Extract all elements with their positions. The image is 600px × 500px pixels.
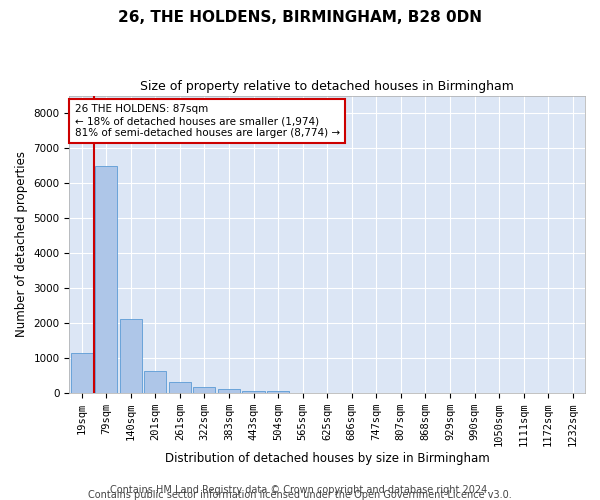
Bar bbox=[242, 391, 265, 393]
Bar bbox=[120, 320, 142, 393]
Text: 26 THE HOLDENS: 87sqm
← 18% of detached houses are smaller (1,974)
81% of semi-d: 26 THE HOLDENS: 87sqm ← 18% of detached … bbox=[74, 104, 340, 138]
Title: Size of property relative to detached houses in Birmingham: Size of property relative to detached ho… bbox=[140, 80, 514, 93]
Bar bbox=[71, 352, 93, 393]
Text: Contains HM Land Registry data © Crown copyright and database right 2024.: Contains HM Land Registry data © Crown c… bbox=[110, 485, 490, 495]
Bar bbox=[193, 387, 215, 393]
Text: Contains public sector information licensed under the Open Government Licence v3: Contains public sector information licen… bbox=[88, 490, 512, 500]
Bar bbox=[144, 372, 166, 393]
Text: 26, THE HOLDENS, BIRMINGHAM, B28 0DN: 26, THE HOLDENS, BIRMINGHAM, B28 0DN bbox=[118, 10, 482, 25]
Y-axis label: Number of detached properties: Number of detached properties bbox=[15, 152, 28, 338]
X-axis label: Distribution of detached houses by size in Birmingham: Distribution of detached houses by size … bbox=[165, 452, 490, 465]
Bar bbox=[218, 389, 240, 393]
Bar bbox=[95, 166, 117, 393]
Bar bbox=[267, 391, 289, 393]
Bar bbox=[169, 382, 191, 393]
